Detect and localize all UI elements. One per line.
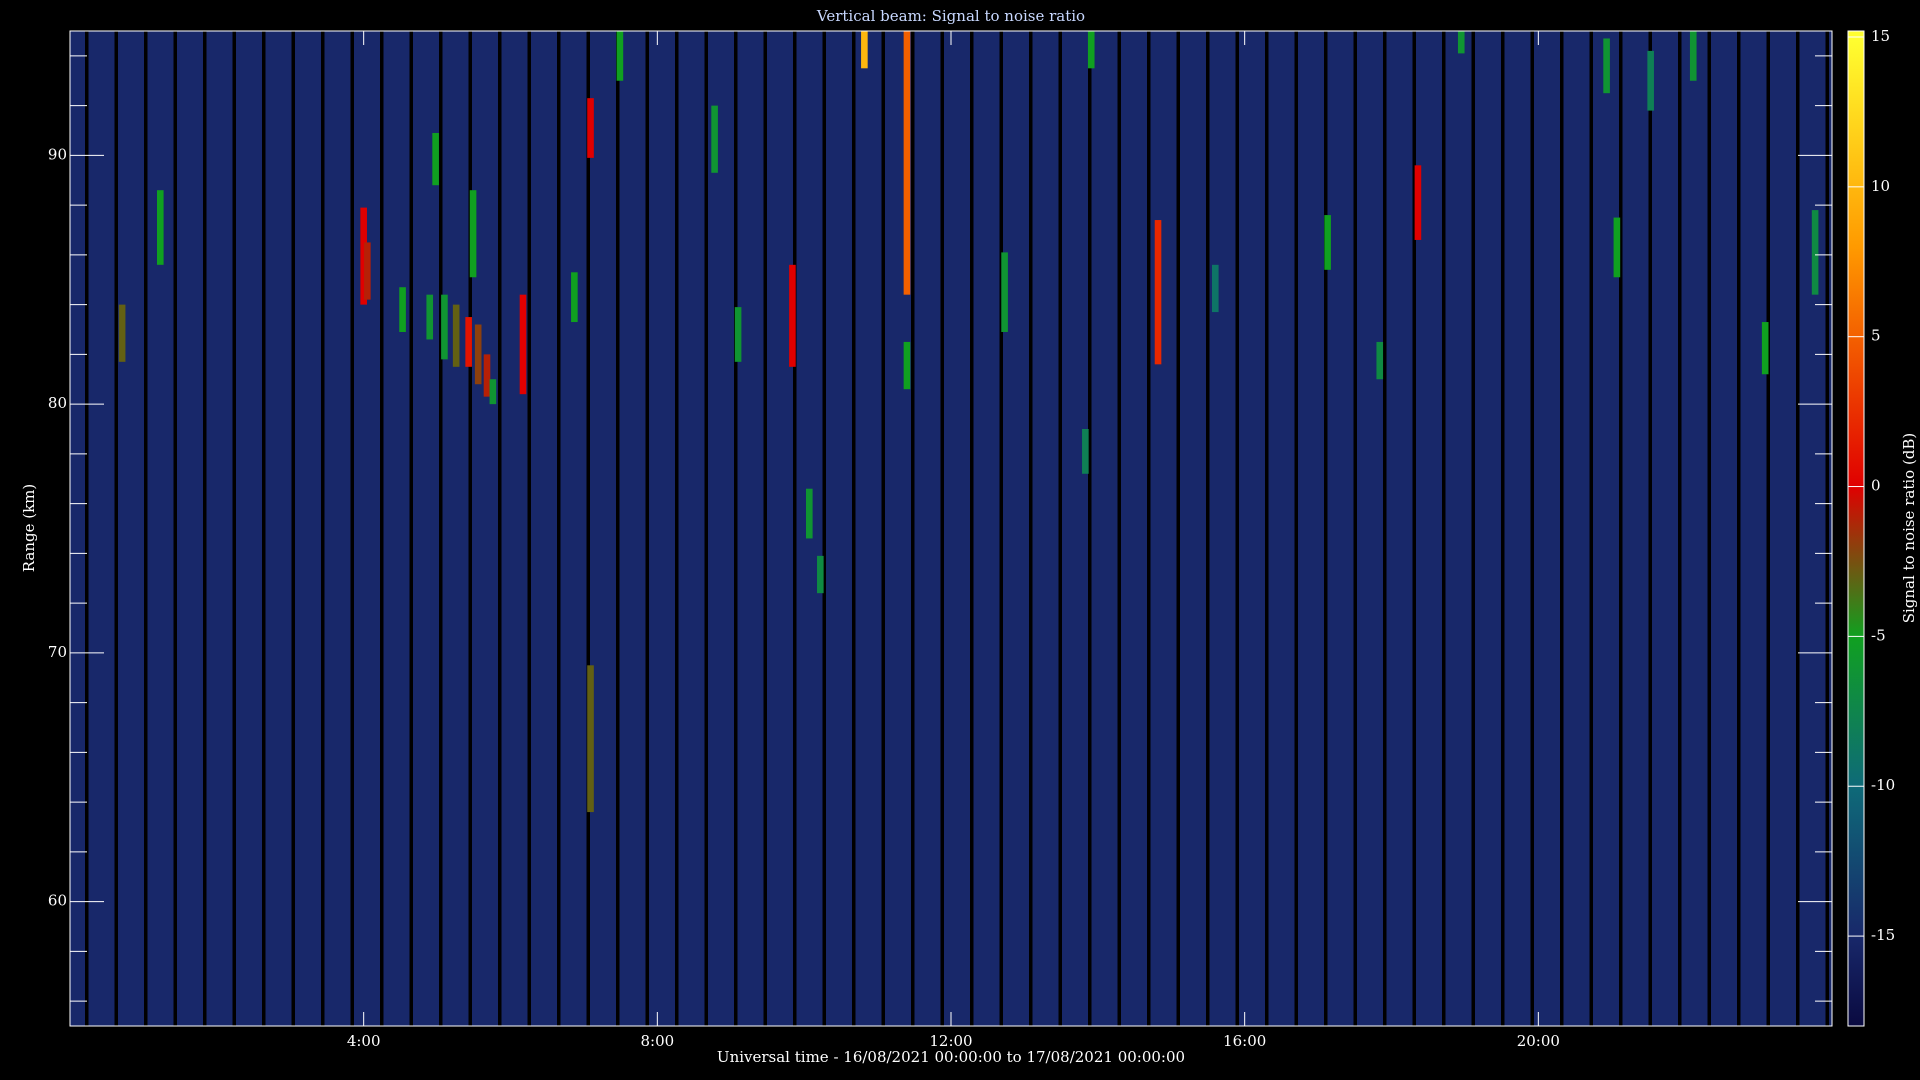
echo-cell bbox=[1001, 252, 1008, 332]
echo-cell bbox=[734, 307, 742, 362]
echo-cell bbox=[519, 294, 527, 395]
echo-cell bbox=[587, 98, 594, 158]
x-tick-label: 8:00 bbox=[640, 1032, 674, 1050]
echo-cell bbox=[156, 190, 164, 265]
colorbar-tick-label: -5 bbox=[1871, 626, 1886, 644]
echo-cell bbox=[452, 304, 460, 367]
y-tick-label: 80 bbox=[48, 394, 67, 412]
echo-cell bbox=[441, 294, 448, 360]
x-tick-label: 12:00 bbox=[929, 1032, 972, 1050]
echo-cell bbox=[1689, 31, 1697, 81]
colorbar-label: Signal to noise ratio (dB) bbox=[1900, 433, 1918, 624]
echo-cell bbox=[432, 132, 439, 186]
echo-cell bbox=[1761, 322, 1769, 375]
echo-cell bbox=[1087, 31, 1095, 69]
y-tick-label: 60 bbox=[48, 892, 67, 910]
chart-title: Vertical beam: Signal to noise ratio bbox=[816, 7, 1085, 25]
echo-cell bbox=[587, 665, 594, 813]
echo-cell bbox=[1457, 31, 1465, 54]
y-axis-label: Range (km) bbox=[20, 484, 38, 573]
echo-cell bbox=[1647, 50, 1654, 111]
y-tick-label: 90 bbox=[48, 145, 67, 163]
echo-cell bbox=[1082, 429, 1089, 474]
echo-cell bbox=[903, 341, 911, 390]
x-tick-label: 4:00 bbox=[347, 1032, 381, 1050]
echo-cell bbox=[806, 488, 813, 539]
echo-cell bbox=[474, 324, 482, 385]
colorbar bbox=[1848, 31, 1864, 1026]
echo-cell bbox=[571, 272, 578, 323]
echo-cell bbox=[399, 287, 406, 332]
echo-cell bbox=[711, 105, 718, 173]
colorbar-tick-label: -15 bbox=[1871, 926, 1895, 944]
x-axis-label: Universal time - 16/08/2021 00:00:00 to … bbox=[717, 1048, 1185, 1066]
plot-area bbox=[70, 31, 1832, 1026]
echo-cell bbox=[861, 31, 868, 69]
colorbar-tick-label: 0 bbox=[1871, 477, 1881, 495]
colorbar-tick-label: 5 bbox=[1871, 327, 1881, 345]
x-tick-label: 16:00 bbox=[1223, 1032, 1266, 1050]
echo-cell bbox=[1613, 217, 1621, 278]
echo-cell bbox=[1603, 38, 1610, 94]
echo-cell bbox=[489, 379, 497, 405]
echo-cell bbox=[1211, 264, 1219, 313]
echo-cell bbox=[364, 242, 371, 300]
colorbar-tick-label: 15 bbox=[1871, 27, 1890, 45]
echo-cell bbox=[426, 294, 434, 340]
echo-cell bbox=[1324, 215, 1331, 270]
echo-cell bbox=[1154, 220, 1162, 365]
colorbar-frame bbox=[1847, 30, 1865, 1027]
echo-cell bbox=[465, 317, 472, 367]
echo-cell bbox=[118, 304, 126, 362]
echo-cell bbox=[483, 354, 491, 397]
echo-cell bbox=[469, 190, 477, 278]
echo-cell bbox=[1414, 165, 1422, 240]
x-tick-label: 20:00 bbox=[1517, 1032, 1560, 1050]
colorbar-tick-label: -10 bbox=[1871, 776, 1895, 794]
echo-cell bbox=[616, 31, 624, 81]
echo-cell bbox=[1376, 341, 1384, 380]
y-tick-label: 70 bbox=[48, 643, 67, 661]
echo-cell bbox=[903, 31, 911, 295]
echo-cell bbox=[789, 264, 796, 367]
echo-cell bbox=[817, 555, 824, 594]
colorbar-tick-label: 10 bbox=[1871, 177, 1890, 195]
echo-cell bbox=[360, 207, 367, 305]
data-gaps bbox=[70, 31, 1832, 1026]
echo-cell bbox=[1811, 210, 1819, 295]
